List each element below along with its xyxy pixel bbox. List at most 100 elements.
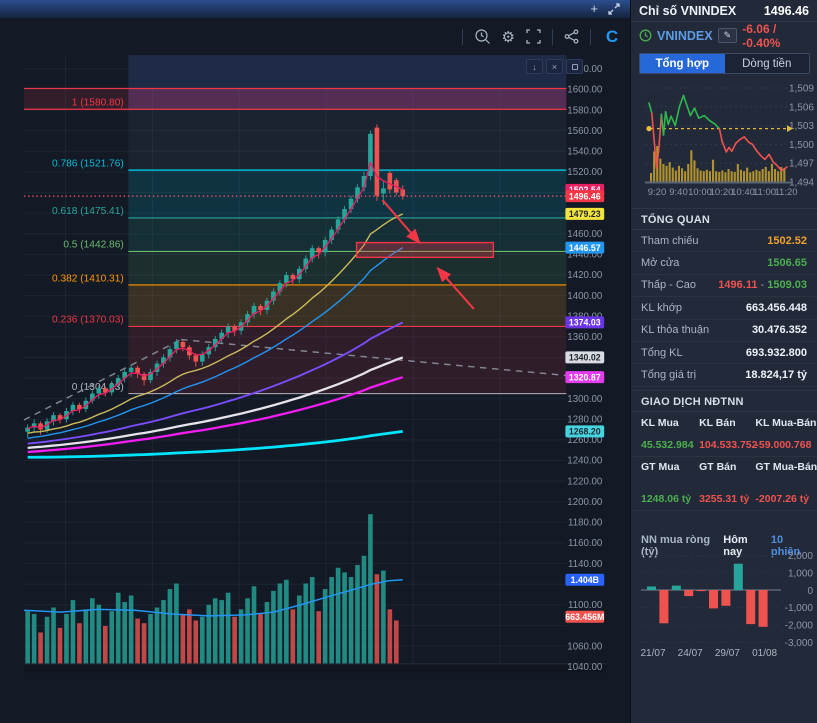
tab-dong-tien[interactable]: Dòng tiền — [724, 54, 809, 73]
last-price: 1496.46 — [763, 3, 809, 18]
overview-row: Mở cửa 1506.65 — [631, 252, 817, 275]
toolbar-divider — [590, 28, 591, 45]
svg-text:663.456M: 663.456M — [565, 612, 604, 622]
svg-text:01/08: 01/08 — [752, 648, 777, 659]
overview-row: Tổng KL 693.932.800 — [631, 342, 817, 365]
price-badge — [565, 351, 605, 364]
price-badge — [565, 190, 605, 203]
volume-ma-line — [23, 579, 403, 617]
svg-text:10:20: 10:20 — [710, 187, 734, 198]
svg-text:1,500: 1,500 — [789, 140, 814, 151]
svg-text:1340.02: 1340.02 — [569, 353, 601, 363]
fib-label: 0.236 (1370.03) — [52, 315, 124, 326]
svg-text:1540.00: 1540.00 — [567, 147, 603, 158]
fib-label: 1 (1580.80) — [72, 98, 124, 109]
fib-label: 0.786 (1521.76) — [52, 158, 124, 169]
overview-row: Tổng giá trị 18.824,17 tỷ — [631, 364, 817, 387]
overview-row: Thấp - Cao 1496.11 - 1509.03 — [631, 275, 817, 298]
foreign-header-row: GT Mua GT Bán GT Mua-Bán — [641, 461, 817, 473]
overview-rows: Tham chiếu 1502.52 Mở cửa 1506.65 Thấp - Cao… — [631, 230, 817, 387]
svg-text:1460.00: 1460.00 — [567, 229, 603, 240]
overview-row: KL khớp 663.456.448 — [631, 297, 817, 320]
toolbar-divider — [461, 28, 463, 45]
symbol-row: VNINDEX ✎ -6.06 / -0.40% — [631, 21, 817, 50]
svg-text:1060.00: 1060.00 — [567, 641, 603, 652]
fullscreen-icon[interactable] — [526, 29, 541, 44]
foreign-net-chart[interactable]: 2,000 1,000 0 -1,000 -2,000 -3,000 21/07 24/07 2… — [631, 552, 817, 668]
svg-text:1420.00: 1420.00 — [567, 270, 603, 281]
svg-text:1620.00: 1620.00 — [567, 64, 603, 75]
panel-tabs: Tổng hợp Dòng tiền — [639, 53, 810, 74]
fib-label: 0.382 (1410.31) — [52, 273, 124, 284]
fib-label: 0 (1304.93) — [72, 382, 124, 393]
svg-text:1300.00: 1300.00 — [567, 394, 603, 405]
svg-text:-3,000: -3,000 — [785, 638, 814, 649]
annotation-arrow — [436, 266, 475, 310]
ma-blue — [27, 247, 404, 440]
foreign-title: GIAO DỊCH NĐTNN — [631, 390, 817, 412]
share-icon[interactable] — [564, 29, 579, 44]
svg-text:1400.00: 1400.00 — [567, 291, 603, 302]
svg-text:29/07: 29/07 — [715, 648, 740, 659]
nn-header: NN mua ròng (tỷ) Hôm nay 10 phiên — [631, 534, 817, 558]
price-badge — [565, 573, 605, 586]
svg-text:1320.87: 1320.87 — [569, 372, 601, 382]
svg-text:1479.23: 1479.23 — [569, 209, 601, 219]
fib-label: 0.618 (1475.41) — [52, 206, 124, 217]
svg-text:1220.00: 1220.00 — [567, 476, 603, 487]
expand-icon[interactable] — [608, 3, 620, 15]
brand-logo-icon[interactable]: C — [602, 27, 622, 47]
window-topbar: + — [0, 0, 630, 18]
svg-text:9:20: 9:20 — [648, 187, 667, 198]
svg-text:1600.00: 1600.00 — [567, 85, 603, 96]
svg-text:1100.00: 1100.00 — [568, 600, 603, 611]
svg-text:C: C — [606, 27, 618, 46]
tab-tong-hop[interactable]: Tổng hợp — [640, 54, 725, 73]
svg-text:1,000: 1,000 — [788, 568, 813, 579]
ma-pink — [27, 161, 404, 430]
trendline — [23, 338, 182, 421]
svg-text:1280.00: 1280.00 — [567, 415, 603, 426]
overview-title: TỔNG QUAN — [631, 208, 817, 230]
symbol-label: VNINDEX — [657, 28, 713, 43]
svg-text:1180.00: 1180.00 — [568, 518, 603, 529]
svg-text:10:00: 10:00 — [688, 187, 712, 198]
annotation-rectangle — [355, 241, 495, 259]
svg-text:1580.00: 1580.00 — [567, 105, 603, 116]
ma-white — [27, 356, 404, 450]
settings-gear-icon[interactable]: ⚙ — [501, 28, 515, 46]
ma-cyan — [27, 430, 403, 459]
candlestick-chart[interactable]: 1 (1580.80) 0.786 (1521.76) 0.618 (1475.41… — [0, 55, 630, 723]
pane-restore-icon[interactable] — [566, 59, 583, 74]
pane-down-icon[interactable]: ↓ — [526, 59, 543, 74]
add-panel-icon[interactable]: + — [590, 1, 598, 16]
ma-magenta — [27, 376, 404, 454]
svg-text:1040.00: 1040.00 — [567, 662, 603, 673]
nn-title: NN mua ròng (tỷ) — [641, 534, 711, 558]
foreign-value-row: 1248.06 tỷ 3255.31 tỷ -2007.26 tỷ — [631, 487, 817, 511]
nn-tab-10[interactable]: 10 phiên — [770, 534, 801, 558]
foreign-value-row: 45.532.984 104.533.752 -59.000.768 — [631, 433, 817, 457]
price-badge — [565, 425, 605, 438]
price-change: -6.06 / -0.40% — [742, 21, 781, 50]
svg-text:1160.00: 1160.00 — [568, 538, 603, 549]
svg-text:1,494: 1,494 — [789, 178, 814, 189]
foreign-grid: KL Mua KL Bán KL Mua-Bán 45.532.984 104.533.… — [631, 413, 817, 511]
svg-text:1140.00: 1140.00 — [568, 559, 603, 570]
svg-text:1446.57: 1446.57 — [569, 243, 601, 253]
svg-text:-2,000: -2,000 — [785, 621, 814, 632]
svg-text:11:20: 11:20 — [774, 187, 797, 198]
price-badge — [565, 316, 605, 329]
ma-yellow — [27, 213, 404, 434]
svg-text:-1,000: -1,000 — [785, 603, 814, 614]
zoom-history-icon[interactable] — [474, 28, 491, 45]
svg-text:1,509: 1,509 — [789, 84, 814, 95]
pane-close-icon[interactable]: × — [546, 59, 563, 74]
overview-row: KL thỏa thuận 30.476.352 — [631, 320, 817, 342]
edit-symbol-button[interactable]: ✎ — [717, 28, 738, 43]
price-badge — [565, 207, 605, 220]
annotation-arrow — [381, 199, 421, 245]
foreign-header-row: KL Mua KL Bán KL Mua-Bán — [641, 417, 817, 429]
